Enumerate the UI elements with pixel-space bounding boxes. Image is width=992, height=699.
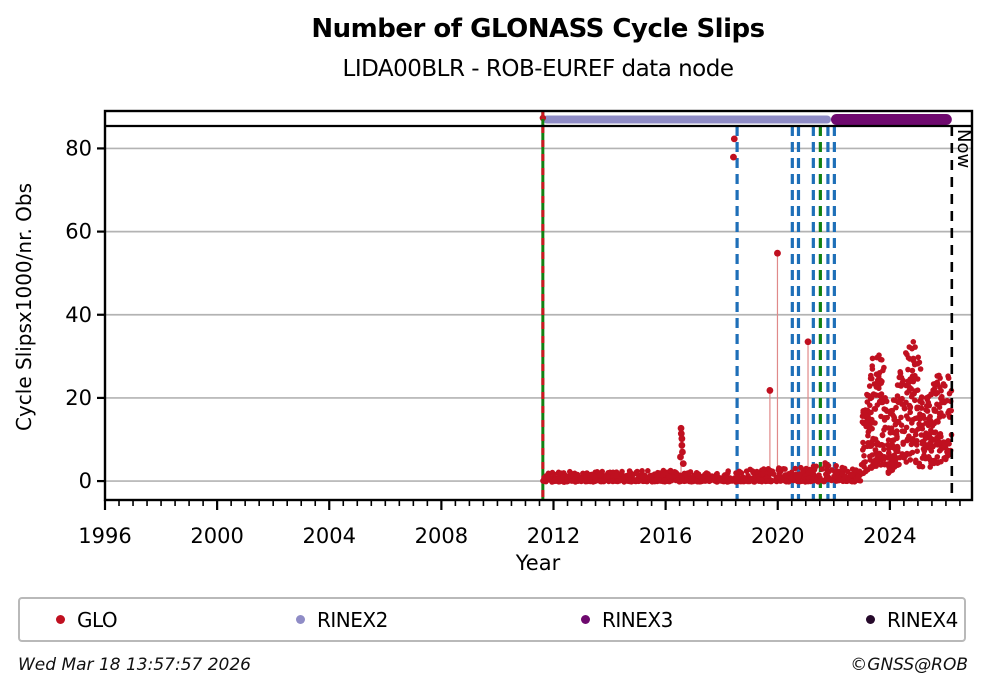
x-tick-label: 1996 (78, 524, 131, 548)
event-lines (541, 112, 836, 500)
legend-item-glo: GLO (56, 599, 118, 640)
x-tick-label: 2016 (639, 524, 692, 548)
x-axis-title: Year (515, 551, 561, 575)
legend-label: RINEX3 (602, 607, 673, 632)
x-tick-label: 2012 (527, 524, 580, 548)
axes-ticks-labels: 0 20 40 60 80 1996 2000 2004 2008 2012 2016 2020 202… (65, 136, 961, 548)
bar-rinex3 (831, 114, 952, 125)
legend-label: GLO (77, 607, 118, 632)
y-tick-label: 20 (65, 386, 92, 410)
chart-subtitle: LIDA00BLR - ROB-EUREF data node (342, 56, 735, 82)
data-point (678, 435, 686, 443)
y-axis-title: Cycle Slipsx1000/nr. Obs (12, 183, 36, 431)
data-point (679, 460, 687, 468)
data-point (677, 424, 685, 432)
data-point (804, 338, 812, 346)
legend-item-rinex4: RINEX4 (866, 599, 958, 640)
rinex2-legend-dot-icon (296, 615, 305, 624)
glo-legend-dot-icon (56, 615, 65, 624)
y-tick-label: 80 (65, 136, 92, 160)
y-tick-label: 40 (65, 303, 92, 327)
now-label: Now (953, 129, 974, 168)
y-tick-label: 0 (79, 469, 92, 493)
rinex3-legend-dot-icon (581, 615, 590, 624)
y-tick-label: 60 (65, 220, 92, 244)
data-point (677, 430, 685, 438)
x-tick-label: 2024 (863, 524, 916, 548)
glo-scatter-points (540, 135, 955, 485)
y-gridlines (105, 147, 972, 482)
legend-item-rinex2: RINEX2 (296, 599, 388, 640)
data-point (766, 387, 774, 394)
data-point (730, 135, 738, 143)
rinex4-legend-dot-icon (866, 615, 875, 624)
chart-title: Number of GLONASS Cycle Slips (311, 14, 765, 44)
bar-rinex2 (542, 115, 832, 124)
x-tick-label: 2004 (303, 524, 356, 548)
x-tick-label: 2008 (415, 524, 468, 548)
legend-label: RINEX4 (887, 607, 958, 632)
data-point (730, 153, 737, 161)
data-point (774, 249, 781, 257)
data-point (678, 441, 686, 449)
data-point (677, 453, 684, 461)
legend: GLO RINEX2 RINEX3 RINEX4 (18, 597, 966, 642)
x-tick-label: 2000 (190, 524, 243, 548)
plot-frame (103, 109, 974, 502)
legend-item-rinex3: RINEX3 (581, 599, 673, 640)
x-tick-label: 2020 (751, 524, 804, 548)
timestamp-label: Wed Mar 18 13:57:57 2026 (18, 655, 251, 675)
droplines (680, 253, 809, 478)
copyright-label: ©GNSS@ROB (850, 655, 968, 675)
rinex-availability-bars (539, 114, 952, 125)
legend-label: RINEX2 (317, 607, 388, 632)
